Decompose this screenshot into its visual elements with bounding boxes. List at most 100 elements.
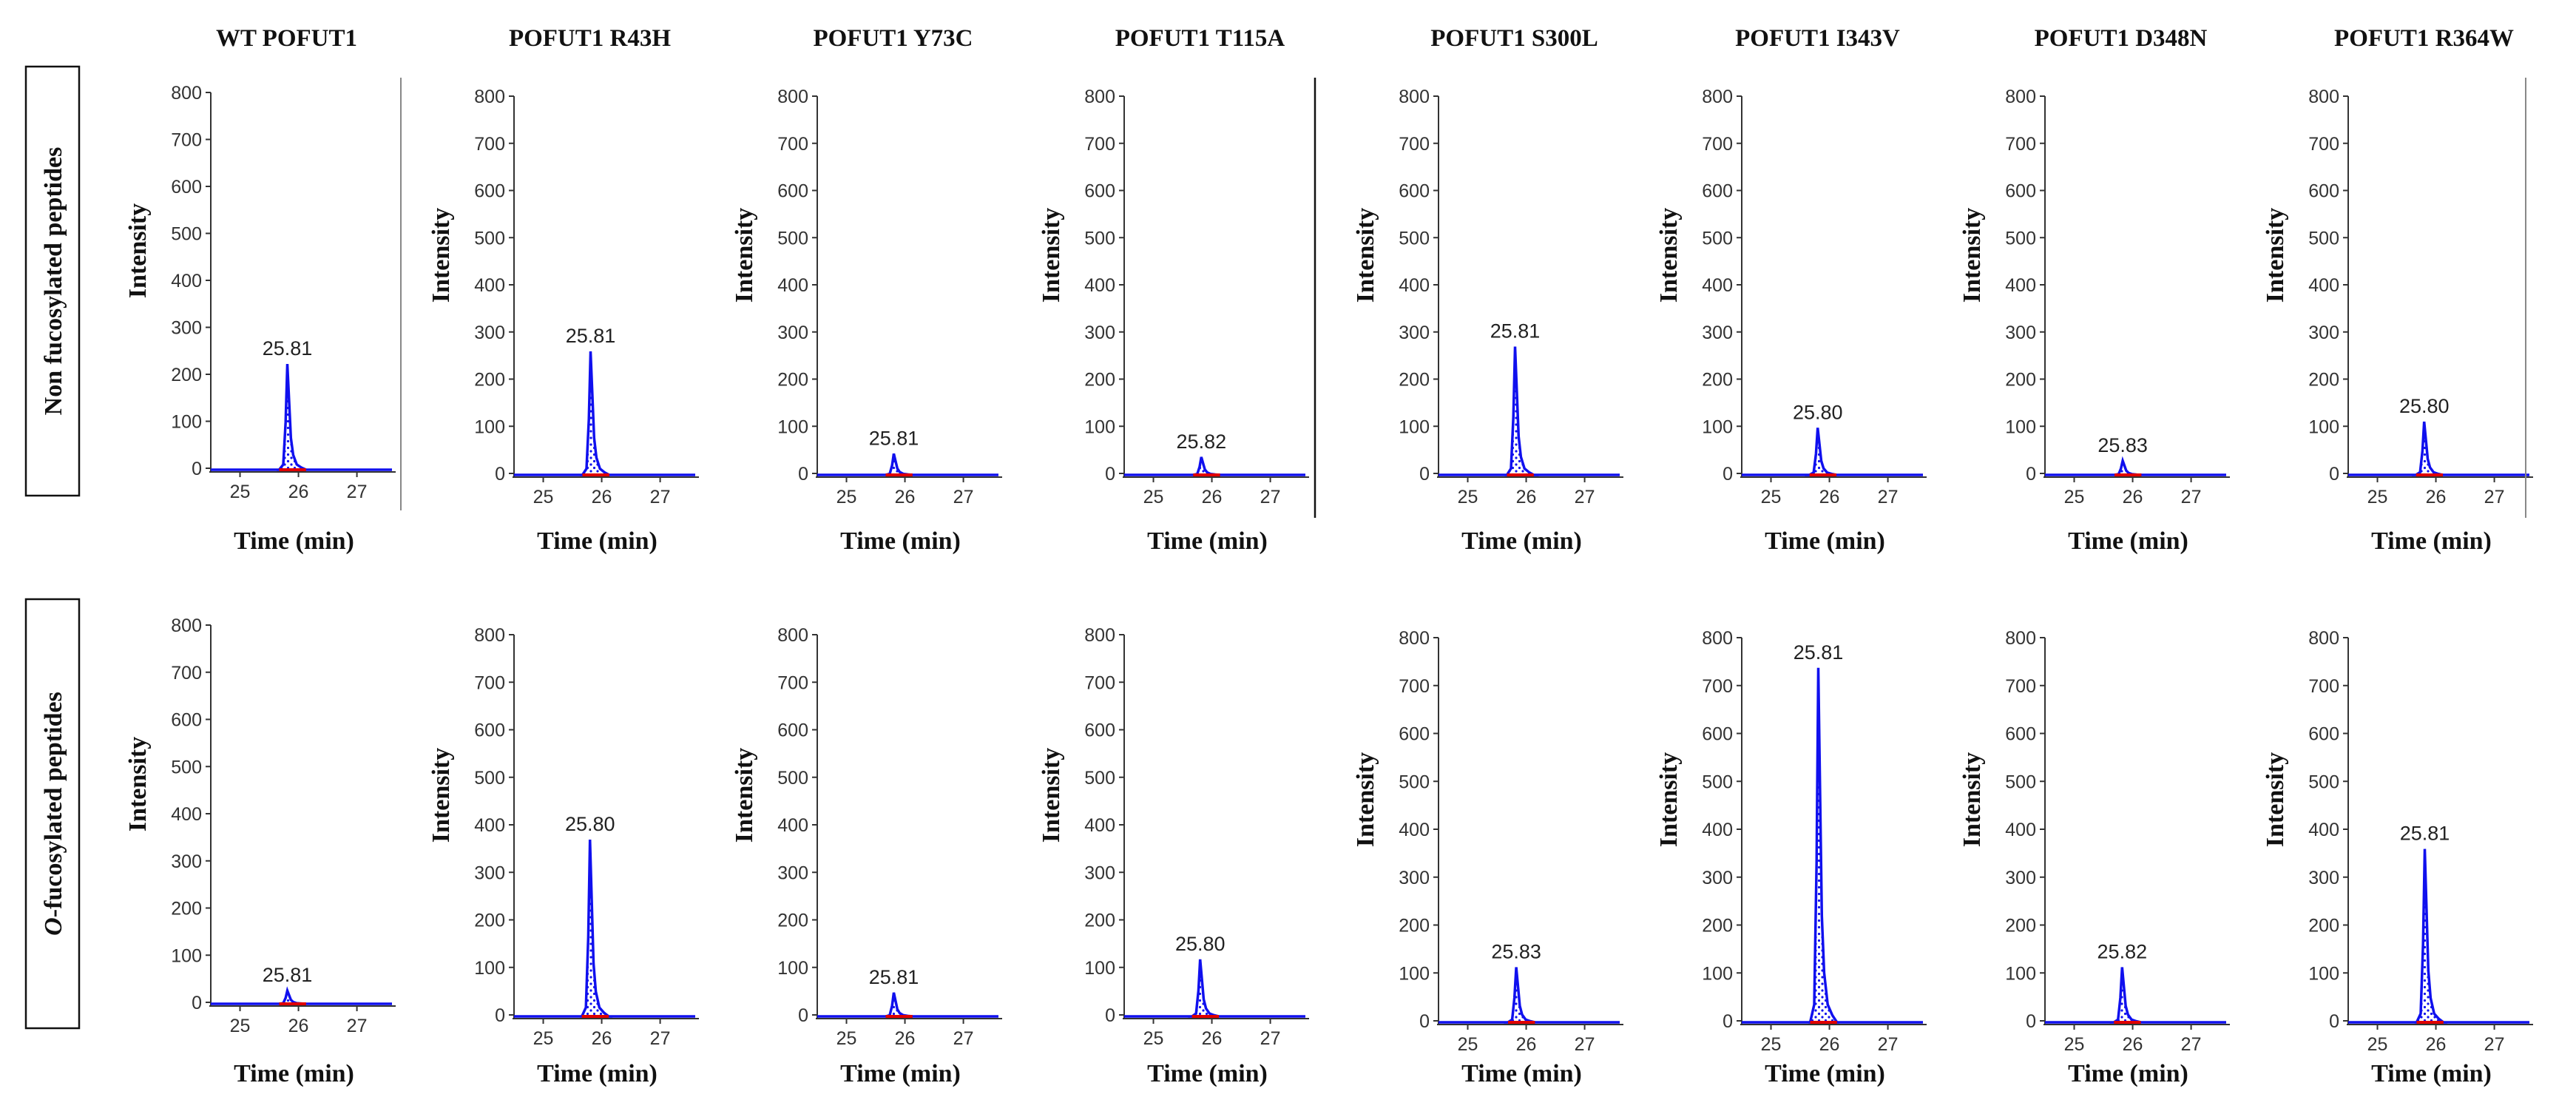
row-label-text: Non fucosylated peptides	[40, 147, 67, 416]
peak-label: 25.82	[1177, 431, 1227, 453]
x-tick-label: 26	[1202, 487, 1223, 507]
y-tick-label: 600	[474, 181, 505, 202]
peak-label: 25.81	[869, 427, 919, 449]
x-tick-label: 25	[533, 1028, 554, 1049]
y-tick-label: 200	[1084, 911, 1115, 931]
panel-non-fuc-wt-pofut1: 0 100 200 300 400 500 600 700 800 25 26 27 25.81 Inte…	[124, 83, 396, 555]
x-tick-label: 26	[2426, 487, 2447, 507]
y-tick-label: 400	[1084, 815, 1115, 836]
x-tick-label: 27	[1260, 1028, 1281, 1049]
y-tick-label: 600	[1702, 724, 1733, 745]
y-tick-label: 200	[171, 365, 202, 385]
y-tick-label: 500	[2308, 772, 2339, 792]
y-tick-label: 500	[1702, 772, 1733, 792]
y-tick-label: 300	[1399, 868, 1430, 888]
y-tick-label: 200	[474, 911, 505, 931]
row-label-rest: -fucosylated peptides	[40, 692, 67, 917]
panel-o-fuc-pofut1-s300l: 0 100 200 300 400 500 600 700 800 25 26 27 25.83 Inte…	[1352, 628, 1623, 1087]
y-tick-label: 200	[171, 899, 202, 919]
y-tick-label: 600	[777, 181, 808, 202]
y-tick-label: 700	[171, 130, 202, 151]
y-tick-label: 500	[777, 228, 808, 249]
x-tick-label: 27	[2484, 487, 2505, 507]
y-tick-label: 400	[2005, 820, 2036, 840]
y-tick-label: 700	[777, 672, 808, 693]
y-axis-title: Intensity	[1655, 752, 1683, 847]
x-tick-label: 26	[1202, 1028, 1223, 1049]
x-tick-label: 26	[895, 1028, 916, 1049]
x-axis-title: Time (min)	[234, 1060, 354, 1087]
y-tick-label: 500	[171, 757, 202, 777]
y-tick-label: 100	[1702, 416, 1733, 437]
x-axis-title: Time (min)	[2371, 527, 2492, 555]
y-tick-label: 300	[1702, 323, 1733, 343]
y-tick-label: 700	[2308, 676, 2339, 697]
y-tick-label: 0	[1723, 464, 1733, 485]
y-tick-label: 400	[777, 815, 808, 836]
peak-label: 25.81	[1794, 641, 1844, 664]
y-tick-label: 700	[1084, 672, 1115, 693]
row-label-frame	[24, 598, 81, 1030]
panel-non-fuc-pofut1-r364w: 0 100 200 300 400 500 600 700 800 25 26 27 25.80 Inte…	[2262, 87, 2533, 555]
y-axis-title: Intensity	[1958, 208, 1986, 303]
peak-label: 25.80	[1175, 933, 1226, 955]
y-tick-label: 400	[1084, 275, 1115, 296]
y-tick-label: 0	[192, 459, 202, 479]
y-tick-label: 300	[1702, 868, 1733, 888]
y-tick-label: 400	[1702, 275, 1733, 296]
y-tick-label: 300	[2308, 323, 2339, 343]
peak-label: 25.83	[2097, 434, 2148, 456]
y-tick-label: 800	[2005, 628, 2036, 649]
peak-label: 25.80	[565, 813, 615, 835]
y-tick-label: 800	[1399, 87, 1430, 107]
peak-trace	[1504, 967, 1535, 1024]
y-tick-label: 100	[1399, 963, 1430, 984]
y-tick-label: 200	[777, 911, 808, 931]
y-tick-label: 0	[2329, 464, 2339, 485]
y-tick-label: 100	[2308, 963, 2339, 984]
y-tick-label: 500	[1399, 228, 1430, 249]
y-tick-label: 200	[1702, 370, 1733, 391]
y-tick-label: 100	[2005, 416, 2036, 437]
x-tick-label: 25	[1143, 487, 1164, 507]
y-tick-label: 800	[474, 625, 505, 646]
x-tick-label: 27	[650, 487, 671, 507]
y-tick-label: 300	[1084, 863, 1115, 883]
y-axis-title: Intensity	[2262, 208, 2289, 303]
y-tick-label: 0	[798, 464, 808, 485]
y-tick-label: 200	[777, 370, 808, 391]
y-axis-title: Intensity	[124, 203, 152, 298]
y-tick-label: 0	[1419, 464, 1430, 485]
y-tick-label: 800	[2005, 87, 2036, 107]
y-tick-label: 400	[777, 275, 808, 296]
y-tick-label: 400	[474, 815, 505, 836]
y-tick-label: 500	[474, 768, 505, 789]
y-tick-label: 100	[171, 945, 202, 966]
x-tick-label: 25	[1458, 1034, 1478, 1055]
column-title-pofut1-d348n: POFUT1 D348N	[2035, 25, 2208, 52]
y-tick-label: 700	[1399, 134, 1430, 155]
y-tick-label: 100	[777, 958, 808, 979]
x-tick-label: 25	[1761, 1034, 1782, 1055]
x-tick-label: 27	[1260, 487, 1281, 507]
y-tick-label: 700	[1399, 676, 1430, 697]
y-tick-label: 400	[171, 804, 202, 825]
y-tick-label: 0	[1419, 1011, 1430, 1032]
y-tick-label: 100	[474, 958, 505, 979]
column-title-pofut1-t115a: POFUT1 T115A	[1115, 25, 1285, 52]
peak-trace	[276, 364, 307, 471]
y-tick-label: 800	[1399, 628, 1430, 649]
y-tick-label: 0	[495, 464, 505, 485]
y-tick-label: 300	[1084, 323, 1115, 343]
y-tick-label: 400	[171, 271, 202, 291]
y-tick-label: 100	[1084, 416, 1115, 437]
y-tick-label: 0	[1105, 464, 1115, 485]
x-tick-label: 27	[1878, 1034, 1899, 1055]
y-tick-label: 700	[1084, 134, 1115, 155]
x-tick-label: 25	[1761, 487, 1782, 507]
y-tick-label: 200	[2005, 916, 2036, 937]
panel-non-fuc-pofut1-s300l: 0 100 200 300 400 500 600 700 800 25 26 27 25.81 Inte…	[1352, 87, 1623, 555]
y-tick-label: 400	[1399, 275, 1430, 296]
y-tick-label: 600	[171, 177, 202, 198]
x-tick-label: 27	[2484, 1034, 2505, 1055]
